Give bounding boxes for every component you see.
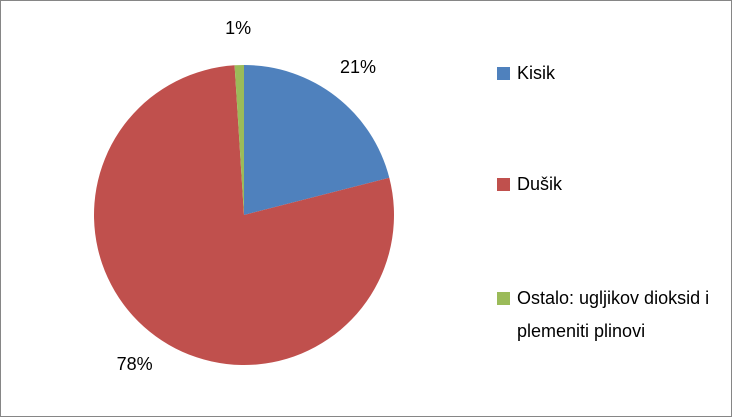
value-label: 78%	[117, 354, 153, 374]
legend-label: Ostalo: ugljikov dioksid i plemeniti pli…	[517, 288, 710, 341]
legend-entry: Dušik	[497, 168, 717, 201]
legend-swatch	[497, 178, 510, 191]
legend-label: Dušik	[517, 174, 563, 194]
legend-entry: Kisik	[497, 57, 717, 90]
pie-slice	[234, 65, 244, 215]
legend-swatch	[497, 292, 510, 305]
legend-swatch	[497, 67, 510, 80]
pie-slice	[244, 65, 390, 215]
value-label: 1%	[225, 18, 251, 38]
legend-entry: Ostalo: ugljikov dioksid i plemeniti pli…	[497, 282, 717, 348]
legend-label: Kisik	[517, 63, 556, 83]
value-label: 21%	[340, 57, 376, 77]
pie-slice	[94, 65, 394, 365]
